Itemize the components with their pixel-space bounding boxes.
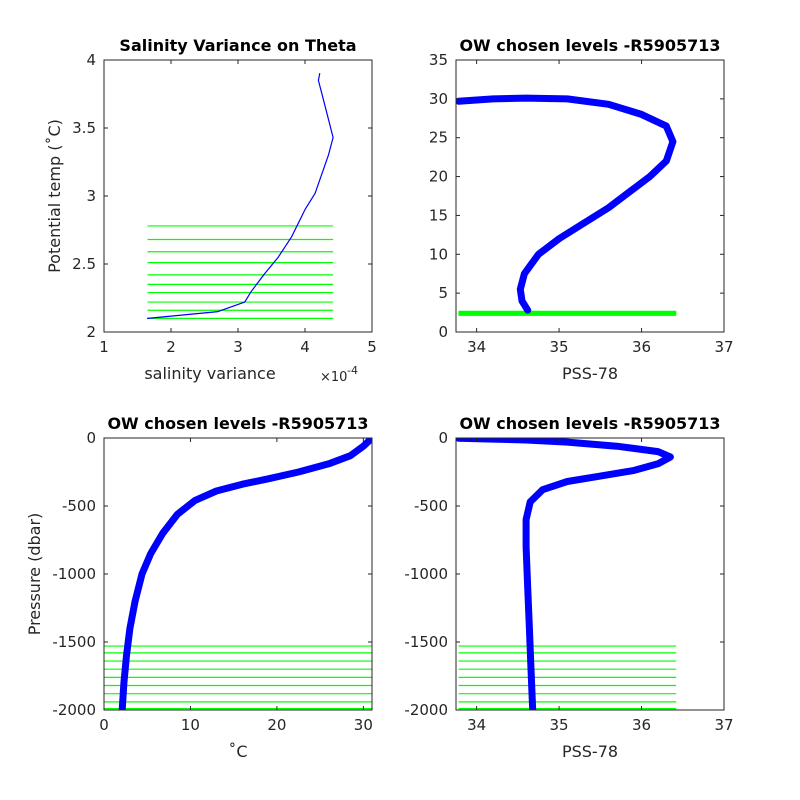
y-tick-label: -1500 <box>404 633 448 651</box>
y-tick-label: 30 <box>429 90 448 108</box>
x-tick-label: 4 <box>300 338 310 356</box>
profile-line-0 <box>147 72 334 319</box>
plot-area <box>104 438 372 710</box>
x-axis-label: PSS-78 <box>562 364 618 383</box>
x-tick-label: 0 <box>99 716 109 734</box>
y-axis-label: Pressure (dbar) <box>25 513 44 636</box>
x-tick-label: 37 <box>714 716 733 734</box>
y-tick-label: -2000 <box>404 701 448 719</box>
x-tick-label: 1 <box>99 338 109 356</box>
y-tick-label: 25 <box>429 129 448 147</box>
x-tick-label: 35 <box>550 338 569 356</box>
panel-temperature-pressure: 0 10 20 30 -2000 -1500 -1000 -500 0 OW chosen lev… <box>25 414 373 761</box>
x-tick-label: 36 <box>632 716 651 734</box>
x-tick-label: 10 <box>181 716 200 734</box>
y-tick-label: -1500 <box>52 633 96 651</box>
y-tick-label: -500 <box>62 497 96 515</box>
plot-area <box>456 94 677 316</box>
y-tick-label: 5 <box>438 284 448 302</box>
x-tick-label: 2 <box>166 338 176 356</box>
y-tick-label: 15 <box>429 206 448 224</box>
y-axis-label: Potential temp (˚C) <box>45 119 64 273</box>
x-axis-label: ˚C <box>228 742 247 761</box>
x-tick-label: 5 <box>367 338 377 356</box>
panel-salinity-theta: 34 35 36 37 0 5 10 15 20 25 30 35 OW chosen levels -… <box>429 36 734 383</box>
x-tick-label: 35 <box>550 716 569 734</box>
y-tick-label: 10 <box>429 245 448 263</box>
y-tick-label: 0 <box>438 323 448 341</box>
chart-title: OW chosen levels -R5905713 <box>459 414 720 433</box>
axes-box <box>455 59 725 333</box>
profile-line-0 <box>456 438 674 710</box>
chart-title: Salinity Variance on Theta <box>119 36 356 55</box>
y-tick-label: 2.5 <box>72 255 96 273</box>
profile-line-0 <box>118 438 372 710</box>
x-tick-label: 34 <box>467 716 486 734</box>
y-tick-label: 2 <box>86 323 96 341</box>
y-tick-label: -2000 <box>52 701 96 719</box>
x-exponent-label: ×10 <box>320 370 347 385</box>
chart-title: OW chosen levels -R5905713 <box>107 414 368 433</box>
x-tick-label: 34 <box>467 338 486 356</box>
y-tick-label: 3 <box>86 187 96 205</box>
plot-area <box>147 72 334 319</box>
x-tick-label: 3 <box>233 338 243 356</box>
x-tick-label: 20 <box>267 716 286 734</box>
y-tick-label: 35 <box>429 51 448 69</box>
x-tick-label: 37 <box>714 338 733 356</box>
y-tick-label: 0 <box>86 429 96 447</box>
y-tick-label: 4 <box>86 51 96 69</box>
y-tick-label: 20 <box>429 168 448 186</box>
x-exponent-power: -4 <box>347 364 358 377</box>
x-axis-label: PSS-78 <box>562 742 618 761</box>
y-tick-label: -500 <box>414 497 448 515</box>
plot-area <box>456 438 677 710</box>
x-tick-label: 36 <box>632 338 651 356</box>
panel-salinity-pressure: 34 35 36 37 -2000 -1500 -1000 -500 0 OW chosen le… <box>404 414 733 761</box>
profile-line-0 <box>456 94 677 314</box>
y-tick-label: 3.5 <box>72 119 96 137</box>
x-tick-label: 30 <box>354 716 373 734</box>
y-tick-label: 0 <box>438 429 448 447</box>
y-tick-label: -1000 <box>404 565 448 583</box>
chart-title: OW chosen levels -R5905713 <box>459 36 720 55</box>
x-axis-label: salinity variance <box>144 364 275 383</box>
y-tick-label: -1000 <box>52 565 96 583</box>
